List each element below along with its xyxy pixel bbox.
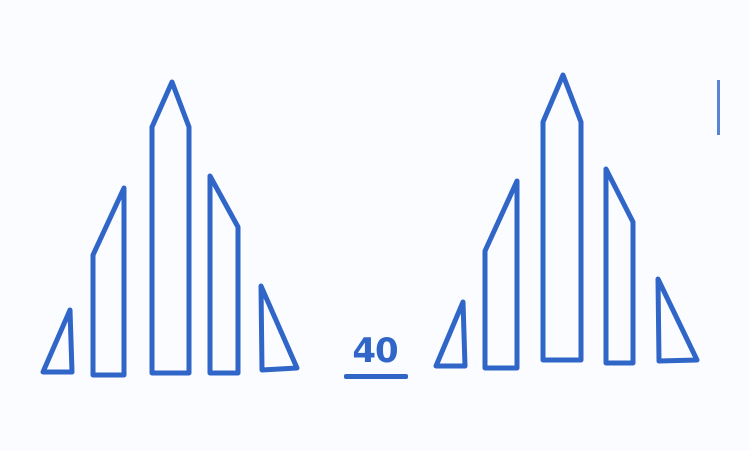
right-slanted-bar: [482, 178, 520, 371]
right-small-triangle: [433, 299, 468, 369]
left-small-right-triangle: [258, 283, 300, 373]
left-slanted-bar: [90, 185, 127, 378]
right-small-right-triangle: [655, 276, 700, 364]
left-shape-group: [40, 79, 300, 378]
right-shape-group: [433, 72, 700, 371]
edge-mark: [717, 80, 720, 135]
right-right-slanted-bar: [603, 166, 636, 366]
left-right-slanted-bar: [207, 173, 241, 376]
left-pointed-pillar: [149, 79, 192, 376]
figure-number-label: 40: [352, 331, 398, 371]
figure-number-underline: [344, 374, 408, 379]
left-small-triangle: [40, 307, 75, 375]
right-pointed-pillar: [540, 72, 584, 363]
